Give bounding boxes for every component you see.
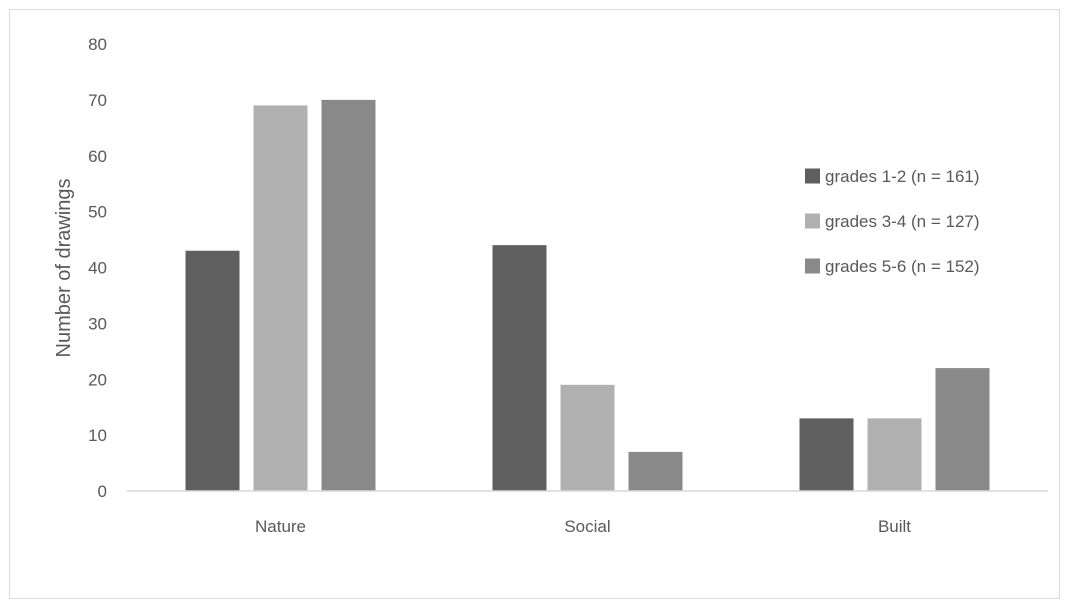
bar bbox=[867, 418, 922, 491]
legend-label: grades 5-6 (n = 152) bbox=[825, 257, 980, 276]
bar bbox=[560, 384, 615, 491]
bar bbox=[492, 245, 547, 491]
y-tick-label: 80 bbox=[88, 35, 107, 54]
y-tick-label: 50 bbox=[88, 203, 107, 222]
y-tick-label: 70 bbox=[88, 91, 107, 110]
category-labels: Nature Social Built bbox=[255, 517, 911, 536]
y-tick-label: 40 bbox=[88, 259, 107, 278]
legend-swatch bbox=[805, 168, 820, 184]
y-tick-labels: 0 10 20 30 40 50 60 70 80 bbox=[88, 35, 107, 501]
bar bbox=[253, 105, 308, 492]
y-tick-label: 0 bbox=[98, 482, 107, 501]
bar bbox=[935, 368, 990, 491]
legend: grades 1-2 (n = 161) grades 3-4 (n = 127)… bbox=[805, 167, 980, 276]
category-label: Nature bbox=[255, 517, 306, 536]
legend-label: grades 1-2 (n = 161) bbox=[825, 167, 980, 186]
bars bbox=[185, 99, 990, 492]
y-axis-title: Number of drawings bbox=[53, 179, 75, 358]
bar bbox=[628, 451, 683, 491]
y-tick-label: 30 bbox=[88, 314, 107, 333]
bar bbox=[799, 418, 854, 491]
bar bbox=[185, 250, 240, 491]
legend-swatch bbox=[805, 213, 820, 229]
legend-swatch bbox=[805, 258, 820, 274]
y-tick-label: 10 bbox=[88, 426, 107, 445]
y-tick-label: 60 bbox=[88, 147, 107, 166]
y-tick-label: 20 bbox=[88, 370, 107, 389]
category-label: Social bbox=[564, 517, 610, 536]
category-label: Built bbox=[878, 517, 911, 536]
legend-label: grades 3-4 (n = 127) bbox=[825, 212, 980, 231]
bar bbox=[321, 99, 376, 491]
